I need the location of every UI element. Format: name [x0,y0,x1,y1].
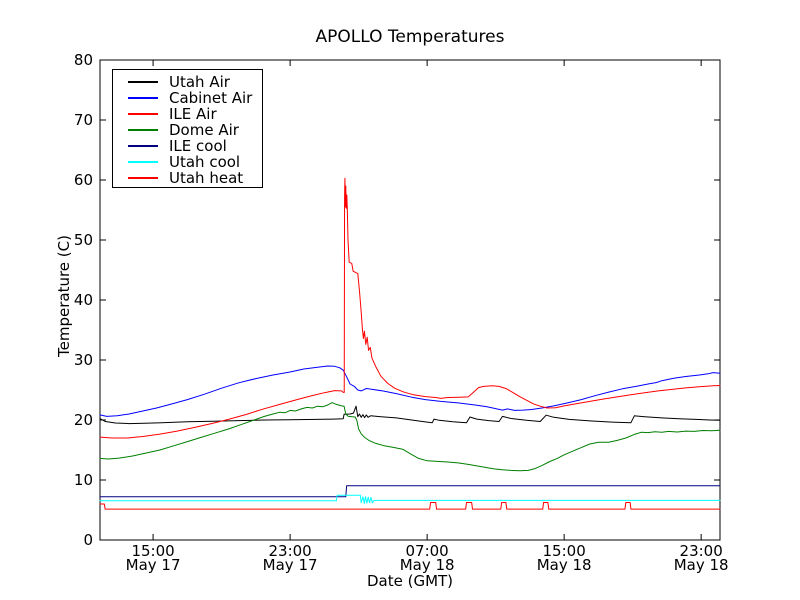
legend-line-icon-ile-cool [128,145,158,147]
legend-line-icon-dome-air [128,129,158,131]
y-tick-label-10: 10 [73,471,93,489]
legend-label-dome-air: Dome Air [169,121,239,139]
y-tick-label-30: 30 [73,351,93,369]
x-axis-label: Date (GMT) [366,572,454,590]
legend-label-ile-air: ILE Air [169,105,217,123]
y-tick-label-80: 80 [73,51,93,69]
series-line-utah-cool [99,494,721,504]
legend-item-utah-air: Utah Air [113,73,262,91]
legend-label-utah-heat: Utah heat [169,169,244,187]
y-tick-label-0: 0 [83,531,93,549]
legend-line-icon-utah-cool [128,161,158,163]
legend: Utah Air Cabinet Air ILE Air Dome Air ILE co… [112,69,263,188]
legend-line-icon-utah-air [128,81,158,83]
legend-label-utah-air: Utah Air [169,73,230,91]
series-line-cabinet-air [99,365,721,417]
legend-item-cabinet-air: Cabinet Air [113,89,262,107]
series-line-ile-air [99,177,721,439]
legend-item-ile-cool: ILE cool [113,137,262,155]
series-line-ile-cool [99,485,721,498]
x-tick-label-1500-may-17: 15:00 May 17 [125,542,181,574]
legend-label-ile-cool: ILE cool [169,137,227,155]
legend-label-utah-cool: Utah cool [169,153,241,171]
legend-line-icon-ile-air [128,113,158,115]
legend-item-ile-air: ILE Air [113,105,262,123]
chart-title: APOLLO Temperatures [315,27,505,47]
x-tick-label-1500-may-18: 15:00 May 18 [536,542,592,574]
legend-label-cabinet-air: Cabinet Air [169,89,253,107]
y-tick-label-60: 60 [73,171,93,189]
series-line-utah-air [99,405,721,425]
legend-item-dome-air: Dome Air [113,121,262,139]
y-tick-label-20: 20 [73,411,93,429]
legend-item-utah-cool: Utah cool [113,153,262,171]
y-tick-label-70: 70 [73,111,93,129]
legend-line-icon-utah-heat [128,177,158,179]
y-tick-label-50: 50 [73,231,93,249]
legend-line-icon-cabinet-air [128,97,158,99]
series-line-utah-heat [99,502,721,510]
x-tick-label-2300-may-17: 23:00 May 17 [262,542,318,574]
legend-item-utah-heat: Utah heat [113,169,262,187]
x-tick-label-0700-may-18: 07:00 May 18 [399,542,455,574]
y-tick-label-40: 40 [73,291,93,309]
x-tick-label-2300-may-18: 23:00 May 18 [673,542,729,574]
series-line-dome-air [99,402,721,472]
